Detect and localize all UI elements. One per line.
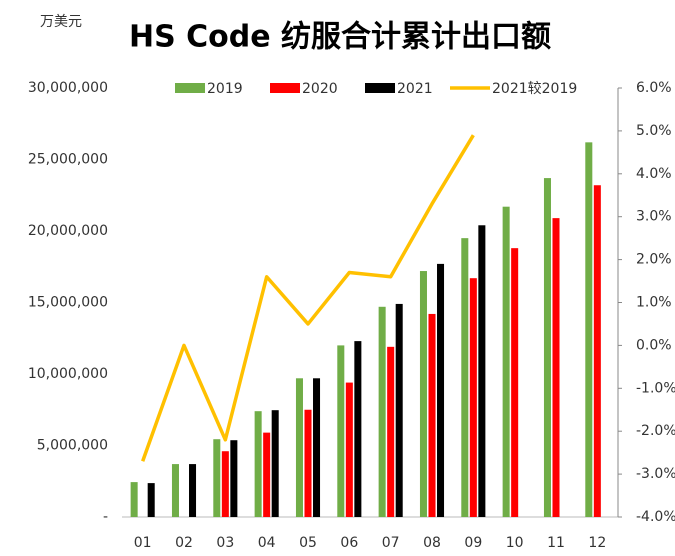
y2-tick-label: 2.0% — [636, 252, 672, 268]
y-unit: 万美元 — [40, 14, 82, 30]
bar — [437, 263, 445, 517]
line — [141, 134, 475, 462]
x-tick-label: 08 — [423, 535, 441, 551]
bar — [337, 345, 345, 517]
x-tick-label: 11 — [547, 535, 565, 551]
bar — [378, 306, 386, 517]
chart-title: HS Code 纺服合计累计出口额 — [129, 20, 551, 55]
y2-tick-label: -1.0% — [636, 380, 675, 396]
bar — [543, 178, 551, 517]
y2-tick-label: -2.0% — [636, 423, 675, 439]
bar — [130, 482, 138, 517]
bar — [295, 378, 303, 517]
legend-label: 2020 — [302, 81, 338, 97]
bar — [354, 341, 362, 517]
bar — [552, 218, 560, 517]
legend-label: 2019 — [207, 81, 243, 97]
x-tick-label: 12 — [588, 535, 606, 551]
x-tick-label: 06 — [340, 535, 358, 551]
x-tick-label: 09 — [464, 535, 482, 551]
y-tick-label: 25,000,000 — [28, 152, 108, 168]
y2-tick-label: -4.0% — [636, 509, 675, 525]
bar — [345, 382, 353, 517]
y2-tick-label: 5.0% — [636, 123, 672, 139]
y-tick-label: 30,000,000 — [28, 80, 108, 96]
x-tick-label: 10 — [506, 535, 524, 551]
bar — [263, 432, 271, 517]
x-tick-label: 07 — [382, 535, 400, 551]
bar — [313, 378, 321, 517]
x-tick-label: 05 — [299, 535, 317, 551]
bar — [230, 440, 238, 517]
legend-swatch — [175, 83, 205, 93]
legend-label: 2021 — [397, 81, 433, 97]
bar — [395, 303, 403, 517]
y-tick-label: - — [103, 509, 108, 525]
bar — [189, 464, 197, 517]
bar — [469, 278, 477, 517]
bar — [171, 464, 179, 517]
bar — [147, 483, 155, 517]
bar — [271, 410, 279, 517]
bar — [419, 271, 427, 517]
y-tick-label: 10,000,000 — [28, 366, 108, 382]
y2-tick-label: 3.0% — [636, 209, 672, 225]
y2-tick-label: 6.0% — [636, 80, 672, 96]
bar — [221, 451, 229, 517]
legend-label: 2021较2019 — [492, 81, 577, 97]
x-tick-label: 03 — [216, 535, 234, 551]
bar — [304, 409, 312, 517]
x-tick-label: 04 — [258, 535, 276, 551]
bar — [213, 439, 221, 517]
bar — [585, 142, 593, 517]
y2-tick-label: 0.0% — [636, 337, 672, 353]
bar — [593, 185, 601, 518]
bar — [387, 346, 395, 517]
bar — [461, 238, 469, 517]
x-tick-label: 02 — [175, 535, 193, 551]
y2-tick-label: 4.0% — [636, 166, 672, 182]
legend-swatch — [270, 83, 300, 93]
legend-swatch — [365, 83, 395, 93]
y2-tick-label: -3.0% — [636, 466, 675, 482]
bar — [502, 206, 510, 517]
y-tick-label: 20,000,000 — [28, 223, 108, 239]
y-tick-label: 5,000,000 — [37, 438, 108, 454]
bar — [511, 248, 519, 517]
y-tick-label: 15,000,000 — [28, 295, 108, 311]
bar — [428, 313, 436, 517]
bar — [254, 411, 262, 517]
bar — [478, 225, 486, 517]
y2-tick-label: 1.0% — [636, 295, 672, 311]
x-tick-label: 01 — [134, 535, 152, 551]
